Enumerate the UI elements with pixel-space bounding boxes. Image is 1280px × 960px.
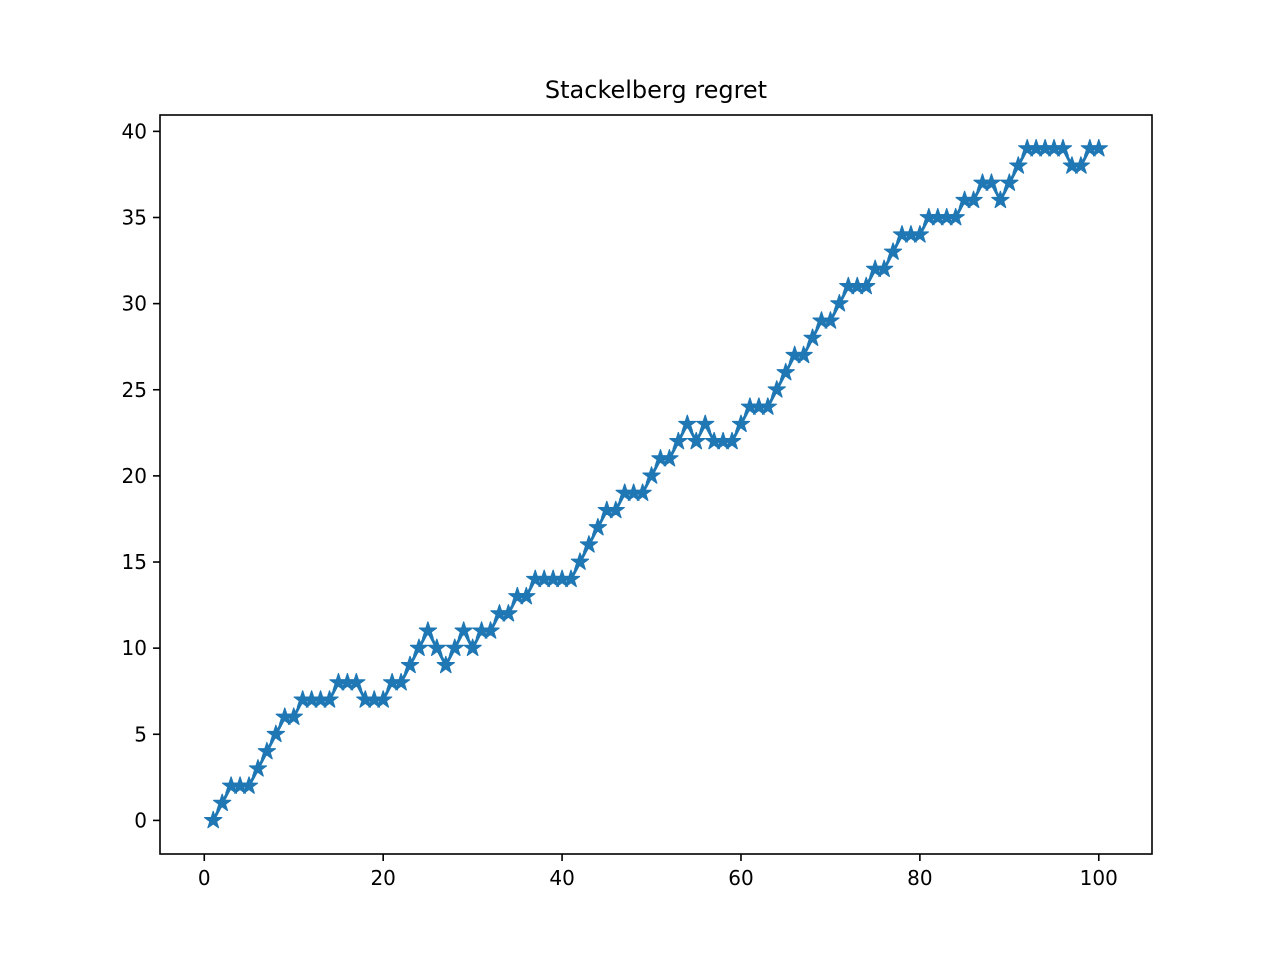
data-point-marker — [946, 207, 965, 226]
chart-title: Stackelberg regret — [545, 76, 767, 104]
data-point-marker — [982, 173, 1001, 191]
data-point-marker — [517, 586, 536, 605]
data-point-marker — [857, 276, 876, 295]
x-tick-label: 0 — [198, 866, 211, 890]
x-tick-label: 80 — [907, 866, 932, 890]
x-tick-label: 20 — [370, 866, 395, 890]
data-point-marker — [964, 190, 983, 209]
data-point-marker — [830, 294, 849, 312]
data-point-marker — [687, 431, 706, 450]
data-point-marker — [1009, 156, 1028, 174]
data-point-marker — [1089, 138, 1108, 157]
y-tick-label: 30 — [122, 292, 147, 316]
data-point-marker — [633, 483, 652, 501]
data-point-marker — [991, 190, 1010, 209]
data-point-marker — [499, 604, 518, 622]
data-point-marker — [722, 431, 742, 450]
data-point-marker — [436, 655, 455, 674]
y-tick-label: 10 — [122, 636, 147, 660]
data-point-marker — [561, 569, 581, 588]
data-point-marker — [418, 621, 438, 639]
data-point-marker — [400, 655, 420, 674]
data-point-marker — [883, 242, 903, 260]
data-point-marker — [821, 311, 840, 329]
data-point-marker — [678, 414, 697, 433]
data-point-marker — [660, 449, 679, 467]
data-point-marker — [481, 621, 500, 639]
data-point-marker — [213, 793, 232, 812]
data-point-marker — [248, 759, 268, 777]
data-series — [204, 138, 1108, 829]
y-tick-label: 15 — [122, 550, 147, 574]
data-point-marker — [758, 397, 777, 415]
y-tick-label: 25 — [122, 378, 147, 402]
y-tick-label: 35 — [122, 205, 147, 229]
data-point-marker — [454, 621, 473, 639]
y-tick-label: 0 — [134, 808, 147, 832]
data-point-marker — [767, 380, 786, 398]
data-point-marker — [606, 500, 625, 519]
data-point-marker — [579, 535, 599, 553]
data-point-marker — [320, 690, 339, 708]
data-point-marker — [803, 328, 822, 346]
data-point-marker — [445, 638, 464, 657]
y-tick-label: 20 — [122, 464, 147, 488]
axis-ticks: 0 20 40 60 80 100 0 5 10 15 20 25 30 35 40 — [122, 119, 1118, 890]
data-point-marker — [642, 466, 661, 484]
x-tick-label: 100 — [1080, 866, 1118, 890]
x-tick-label: 60 — [728, 866, 753, 890]
data-point-marker — [266, 724, 285, 743]
data-point-marker — [669, 431, 688, 450]
data-point-marker — [347, 672, 366, 691]
data-point-marker — [910, 225, 930, 243]
data-point-marker — [391, 672, 411, 691]
data-point-marker — [731, 414, 751, 433]
data-point-marker — [588, 517, 608, 536]
data-point-marker — [409, 638, 429, 657]
y-tick-label: 40 — [122, 119, 147, 143]
data-point-marker — [1071, 156, 1091, 174]
y-tick-label: 5 — [134, 722, 147, 746]
data-point-marker — [374, 690, 393, 708]
data-point-marker — [794, 345, 813, 364]
data-point-marker — [1053, 138, 1073, 157]
plot-area-frame — [159, 114, 1153, 855]
data-point-marker — [427, 638, 447, 657]
x-tick-label: 40 — [549, 866, 574, 890]
data-point-marker — [204, 810, 223, 829]
data-point-marker — [1000, 173, 1019, 191]
data-point-marker — [874, 259, 894, 278]
data-point-marker — [239, 776, 259, 794]
data-point-marker — [284, 707, 303, 725]
data-point-marker — [463, 638, 482, 657]
data-point-marker — [257, 741, 277, 760]
data-point-marker — [570, 552, 590, 570]
data-point-marker — [776, 362, 795, 381]
data-point-marker — [696, 414, 715, 433]
